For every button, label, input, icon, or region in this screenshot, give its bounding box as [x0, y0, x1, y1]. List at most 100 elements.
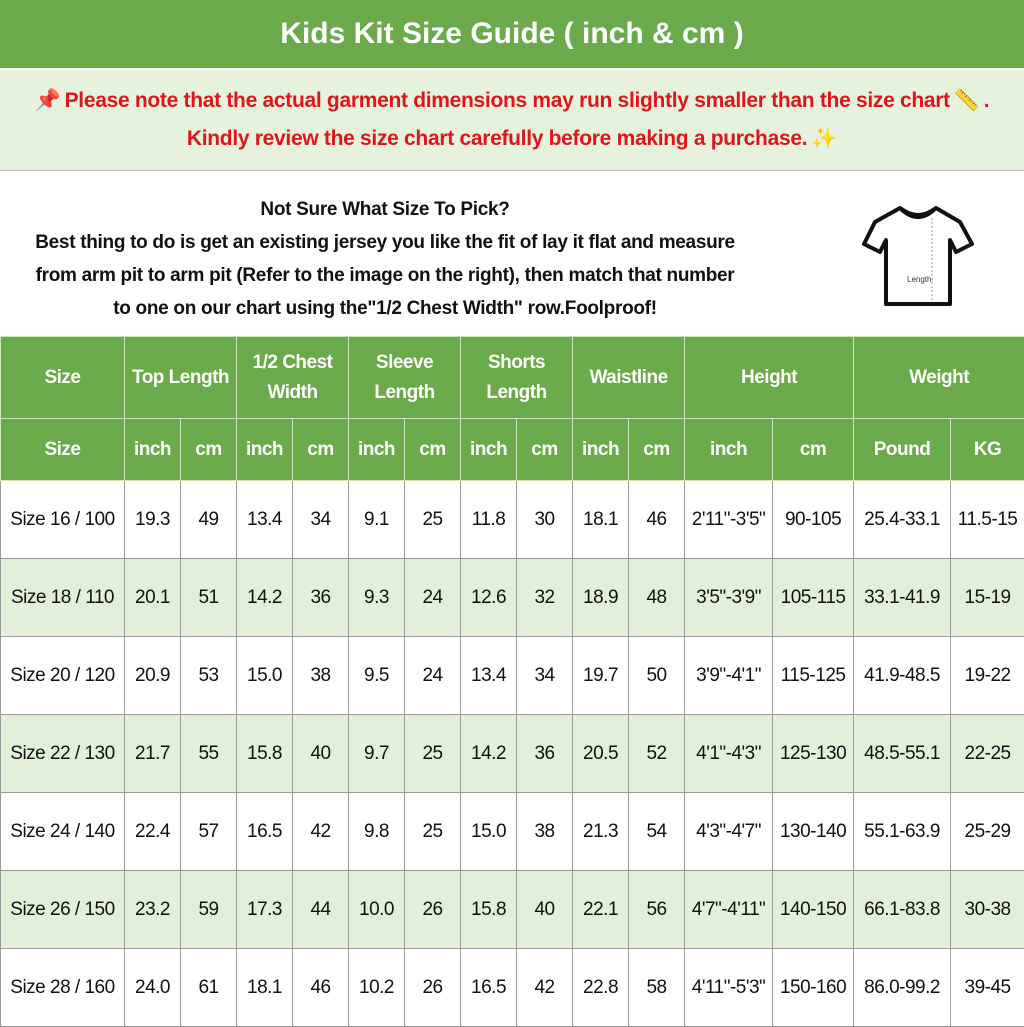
table-cell: 17.3: [237, 871, 293, 949]
header-weight: Weight: [854, 337, 1024, 419]
table-cell: 40: [293, 715, 349, 793]
table-cell: 16.5: [237, 793, 293, 871]
unit-header: inch: [349, 419, 405, 481]
table-cell: 55.1-63.9: [854, 793, 951, 871]
table-cell: 15.8: [461, 871, 517, 949]
table-cell: 13.4: [461, 637, 517, 715]
sparkles-icon: ✨: [811, 127, 837, 151]
table-cell: 15.8: [237, 715, 293, 793]
table-cell: 21.7: [125, 715, 181, 793]
table-cell: 18.1: [237, 949, 293, 1027]
table-cell: 14.2: [237, 559, 293, 637]
table-cell: 86.0-99.2: [854, 949, 951, 1027]
size-cell: Size 28 / 160: [1, 949, 125, 1027]
unit-header: inch: [461, 419, 517, 481]
table-cell: 13.4: [237, 481, 293, 559]
table-cell: 25: [405, 481, 461, 559]
table-cell: 59: [181, 871, 237, 949]
page-title: Kids Kit Size Guide ( inch & cm ): [0, 0, 1024, 70]
pushpin-icon: 📌: [35, 89, 61, 113]
header-waistline: Waistline: [573, 337, 685, 419]
unit-header: Pound: [854, 419, 951, 481]
table-cell: 44: [293, 871, 349, 949]
table-cell: 48: [629, 559, 685, 637]
table-cell: 53: [181, 637, 237, 715]
header-height: Height: [685, 337, 854, 419]
size-cell: Size 20 / 120: [1, 637, 125, 715]
table-cell: 32: [517, 559, 573, 637]
table-cell: 36: [293, 559, 349, 637]
table-cell: 4'11"-5'3": [685, 949, 773, 1027]
unit-header: cm: [293, 419, 349, 481]
notice-line-1-end: .: [984, 89, 990, 113]
table-cell: 25-29: [951, 793, 1024, 871]
table-cell: 4'1"-4'3": [685, 715, 773, 793]
table-cell: 24.0: [125, 949, 181, 1027]
table-cell: 3'5"-3'9": [685, 559, 773, 637]
notice-banner: 📌 Please note that the actual garment di…: [0, 70, 1024, 170]
size-cell: Size 26 / 150: [1, 871, 125, 949]
header-row-groups: Size Top Length 1/2 Chest Width Sleeve L…: [1, 337, 1024, 419]
table-cell: 56: [629, 871, 685, 949]
table-cell: 57: [181, 793, 237, 871]
table-cell: 115-125: [773, 637, 854, 715]
table-cell: 9.1: [349, 481, 405, 559]
table-cell: 4'3"-4'7": [685, 793, 773, 871]
unit-header: Size: [1, 419, 125, 481]
table-cell: 51: [181, 559, 237, 637]
table-cell: 34: [293, 481, 349, 559]
table-cell: 21.3: [573, 793, 629, 871]
table-cell: 25.4-33.1: [854, 481, 951, 559]
table-cell: 12.6: [461, 559, 517, 637]
table-cell: 46: [629, 481, 685, 559]
shirt-length-label: Length: [907, 275, 931, 284]
table-cell: 4'7"-4'11": [685, 871, 773, 949]
table-cell: 48.5-55.1: [854, 715, 951, 793]
unit-header: inch: [573, 419, 629, 481]
table-cell: 9.7: [349, 715, 405, 793]
table-cell: 10.0: [349, 871, 405, 949]
unit-header: inch: [125, 419, 181, 481]
table-cell: 125-130: [773, 715, 854, 793]
table-cell: 41.9-48.5: [854, 637, 951, 715]
unit-header: cm: [517, 419, 573, 481]
table-cell: 66.1-83.8: [854, 871, 951, 949]
table-cell: 40: [517, 871, 573, 949]
table-cell: 15.0: [237, 637, 293, 715]
header-chest-width: 1/2 Chest Width: [237, 337, 349, 419]
table-cell: 49: [181, 481, 237, 559]
table-cell: 9.5: [349, 637, 405, 715]
size-cell: Size 24 / 140: [1, 793, 125, 871]
table-cell: 20.9: [125, 637, 181, 715]
header-size: Size: [1, 337, 125, 419]
table-cell: 26: [405, 871, 461, 949]
ruler-icon: 📏: [954, 89, 980, 113]
table-cell: 23.2: [125, 871, 181, 949]
advice-line-2: from arm pit to arm pit (Refer to the im…: [0, 259, 770, 292]
unit-header: inch: [685, 419, 773, 481]
notice-line-1: Please note that the actual garment dime…: [65, 89, 950, 113]
table-cell: 24: [405, 559, 461, 637]
table-cell: 42: [293, 793, 349, 871]
table-cell: 30-38: [951, 871, 1024, 949]
table-cell: 105-115: [773, 559, 854, 637]
table-cell: 19-22: [951, 637, 1024, 715]
table-cell: 9.8: [349, 793, 405, 871]
unit-header: cm: [773, 419, 854, 481]
table-cell: 3'9"-4'1": [685, 637, 773, 715]
table-cell: 20.1: [125, 559, 181, 637]
table-cell: 18.1: [573, 481, 629, 559]
table-cell: 22.4: [125, 793, 181, 871]
table-cell: 46: [293, 949, 349, 1027]
table-cell: 14.2: [461, 715, 517, 793]
table-cell: 54: [629, 793, 685, 871]
unit-header: KG: [951, 419, 1024, 481]
table-cell: 11.5-15: [951, 481, 1024, 559]
tshirt-icon: Length: [860, 200, 975, 320]
